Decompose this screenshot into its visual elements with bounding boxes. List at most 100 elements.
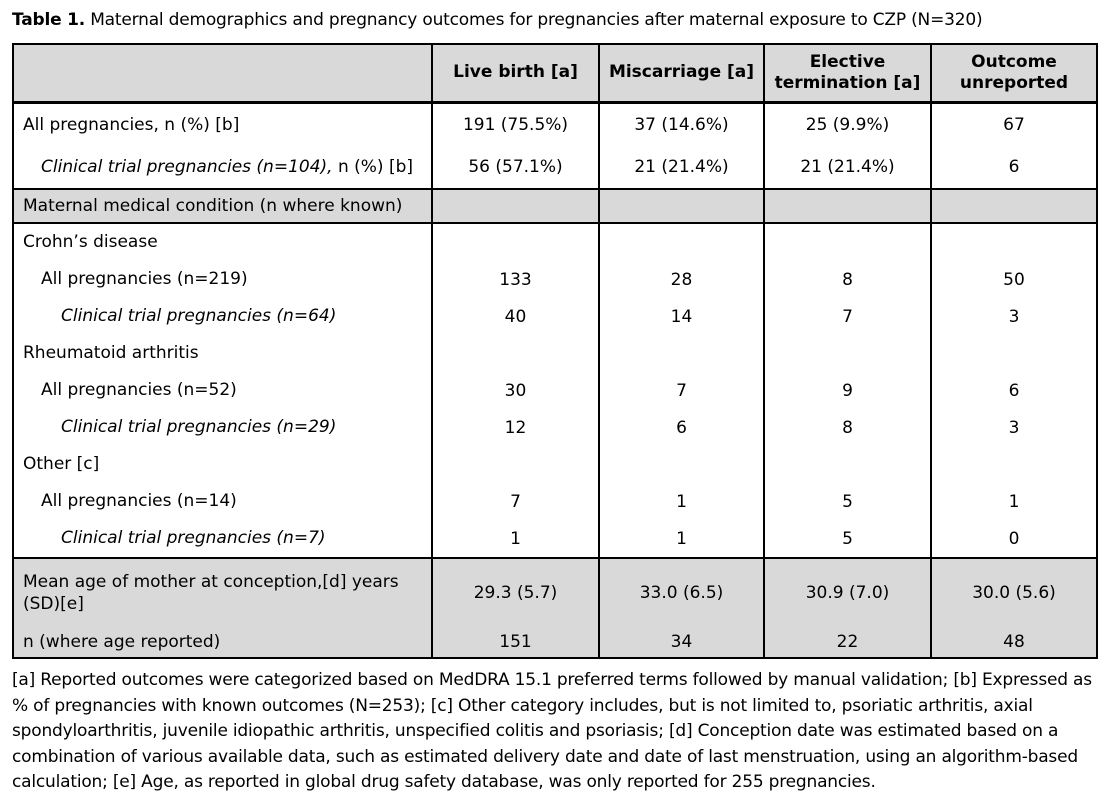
cell-value: 28 xyxy=(598,261,765,298)
cell-value: 7 xyxy=(598,372,765,409)
cell-value xyxy=(431,188,600,223)
row-label-text: Maternal medical condition (n where know… xyxy=(23,195,403,216)
cell-value: 30.9 (7.0) xyxy=(763,557,932,627)
row-label-text: n (where age reported) xyxy=(23,631,221,652)
cell-value: 40 xyxy=(431,298,600,335)
cell-value: 33.0 (6.5) xyxy=(598,557,765,627)
row-label-italic: Clinical trial pregnancies (n=64) xyxy=(61,306,337,327)
cell-value: 12 xyxy=(431,409,600,446)
cell-value: 9 xyxy=(763,372,932,409)
column-header-outcome-unreported: Outcome unreported xyxy=(930,44,1098,104)
cell-value: 25 (9.9%) xyxy=(763,102,932,146)
table-row: Clinical trial pregnancies (n=64) 40 14 … xyxy=(12,298,1098,335)
cell-value: 7 xyxy=(763,298,932,335)
row-label: Rheumatoid arthritis xyxy=(12,335,433,372)
row-label-text: All pregnancies, n (%) [b] xyxy=(23,114,240,135)
table-number: Table 1. xyxy=(12,10,86,30)
table-row: All pregnancies (n=52) 30 7 9 6 xyxy=(12,372,1098,409)
cell-value xyxy=(763,222,932,261)
cell-value xyxy=(930,446,1098,483)
cell-value: 5 xyxy=(763,483,932,520)
table-row: All pregnancies (n=219) 133 28 8 50 xyxy=(12,261,1098,298)
row-label-text: Mean age of mother at conception,[d] yea… xyxy=(23,571,399,614)
row-label: Crohn’s disease xyxy=(12,222,433,261)
table-row: All pregnancies (n=14) 7 1 5 1 xyxy=(12,483,1098,520)
cell-value: 1 xyxy=(598,520,765,558)
column-header-miscarriage: Miscarriage [a] xyxy=(598,44,765,104)
cell-value: 8 xyxy=(763,261,932,298)
table-row: All pregnancies, n (%) [b] 191 (75.5%) 3… xyxy=(12,102,1098,146)
cell-value: 1 xyxy=(930,483,1098,520)
cell-value: 191 (75.5%) xyxy=(431,102,600,146)
cell-value: 1 xyxy=(431,520,600,558)
row-label-text: Other [c] xyxy=(23,454,100,475)
cell-value: 29.3 (5.7) xyxy=(431,557,600,627)
cell-value: 14 xyxy=(598,298,765,335)
row-label: All pregnancies (n=14) xyxy=(12,483,433,520)
cell-value xyxy=(763,446,932,483)
table-row: Other [c] xyxy=(12,446,1098,483)
row-label: Mean age of mother at conception,[d] yea… xyxy=(12,557,433,627)
cell-value: 0 xyxy=(930,520,1098,558)
row-label-italic: Clinical trial pregnancies (n=7) xyxy=(61,528,326,549)
cell-value xyxy=(598,446,765,483)
cell-value: 34 xyxy=(598,627,765,658)
cell-value xyxy=(763,188,932,223)
cell-value xyxy=(930,335,1098,372)
cell-value xyxy=(930,222,1098,261)
cell-value: 67 xyxy=(930,102,1098,146)
cell-value xyxy=(930,188,1098,223)
cell-value xyxy=(598,335,765,372)
cell-value: 6 xyxy=(598,409,765,446)
section-header-row: Maternal medical condition (n where know… xyxy=(12,188,1098,223)
row-label-text: Rheumatoid arthritis xyxy=(23,343,199,364)
row-label: Other [c] xyxy=(12,446,433,483)
table-row: Rheumatoid arthritis xyxy=(12,335,1098,372)
cell-value xyxy=(763,335,932,372)
row-label: Clinical trial pregnancies (n=64) xyxy=(12,298,433,335)
row-label: All pregnancies, n (%) [b] xyxy=(12,102,433,146)
cell-value: 5 xyxy=(763,520,932,558)
summary-row: n (where age reported) 151 34 22 48 xyxy=(12,627,1098,658)
row-label-italic: Clinical trial pregnancies (n=29) xyxy=(61,417,337,438)
cell-value xyxy=(431,335,600,372)
header-row: Live birth [a] Miscarriage [a] Elective … xyxy=(12,44,1098,104)
cell-value xyxy=(431,446,600,483)
cell-value: 151 xyxy=(431,627,600,658)
cell-value: 50 xyxy=(930,261,1098,298)
cell-value xyxy=(431,222,600,261)
row-label: All pregnancies (n=52) xyxy=(12,372,433,409)
table-row: Crohn’s disease xyxy=(12,222,1098,261)
table-row: Clinical trial pregnancies (n=29) 12 6 8… xyxy=(12,409,1098,446)
row-label: Clinical trial pregnancies (n=7) xyxy=(12,520,433,558)
cell-value: 21 (21.4%) xyxy=(763,146,932,189)
row-label: Clinical trial pregnancies (n=104), n (%… xyxy=(12,146,433,189)
table-title: Table 1. Maternal demographics and pregn… xyxy=(12,10,1094,30)
cell-value: 21 (21.4%) xyxy=(598,146,765,189)
row-label: Maternal medical condition (n where know… xyxy=(12,188,433,223)
outcomes-table: Live birth [a] Miscarriage [a] Elective … xyxy=(12,43,1098,659)
cell-value: 3 xyxy=(930,409,1098,446)
cell-value: 48 xyxy=(930,627,1098,658)
row-label-text: All pregnancies (n=52) xyxy=(41,380,237,401)
cell-value: 37 (14.6%) xyxy=(598,102,765,146)
row-label-text: Crohn’s disease xyxy=(23,232,158,253)
cell-value: 8 xyxy=(763,409,932,446)
cell-value: 7 xyxy=(431,483,600,520)
cell-value: 22 xyxy=(763,627,932,658)
cell-value xyxy=(598,188,765,223)
cell-value: 6 xyxy=(930,146,1098,189)
row-label-italic: Clinical trial pregnancies (n=104), xyxy=(41,156,333,177)
cell-value: 56 (57.1%) xyxy=(431,146,600,189)
table-footnotes: [a] Reported outcomes were categorized b… xyxy=(12,670,1092,792)
cell-value: 3 xyxy=(930,298,1098,335)
row-label-text: n (%) [b] xyxy=(332,156,414,177)
cell-value: 30.0 (5.6) xyxy=(930,557,1098,627)
column-header-empty xyxy=(12,44,433,104)
row-label: Clinical trial pregnancies (n=29) xyxy=(12,409,433,446)
cell-value: 1 xyxy=(598,483,765,520)
cell-value: 133 xyxy=(431,261,600,298)
table-row: Clinical trial pregnancies (n=7) 1 1 5 0 xyxy=(12,520,1098,558)
cell-value: 30 xyxy=(431,372,600,409)
